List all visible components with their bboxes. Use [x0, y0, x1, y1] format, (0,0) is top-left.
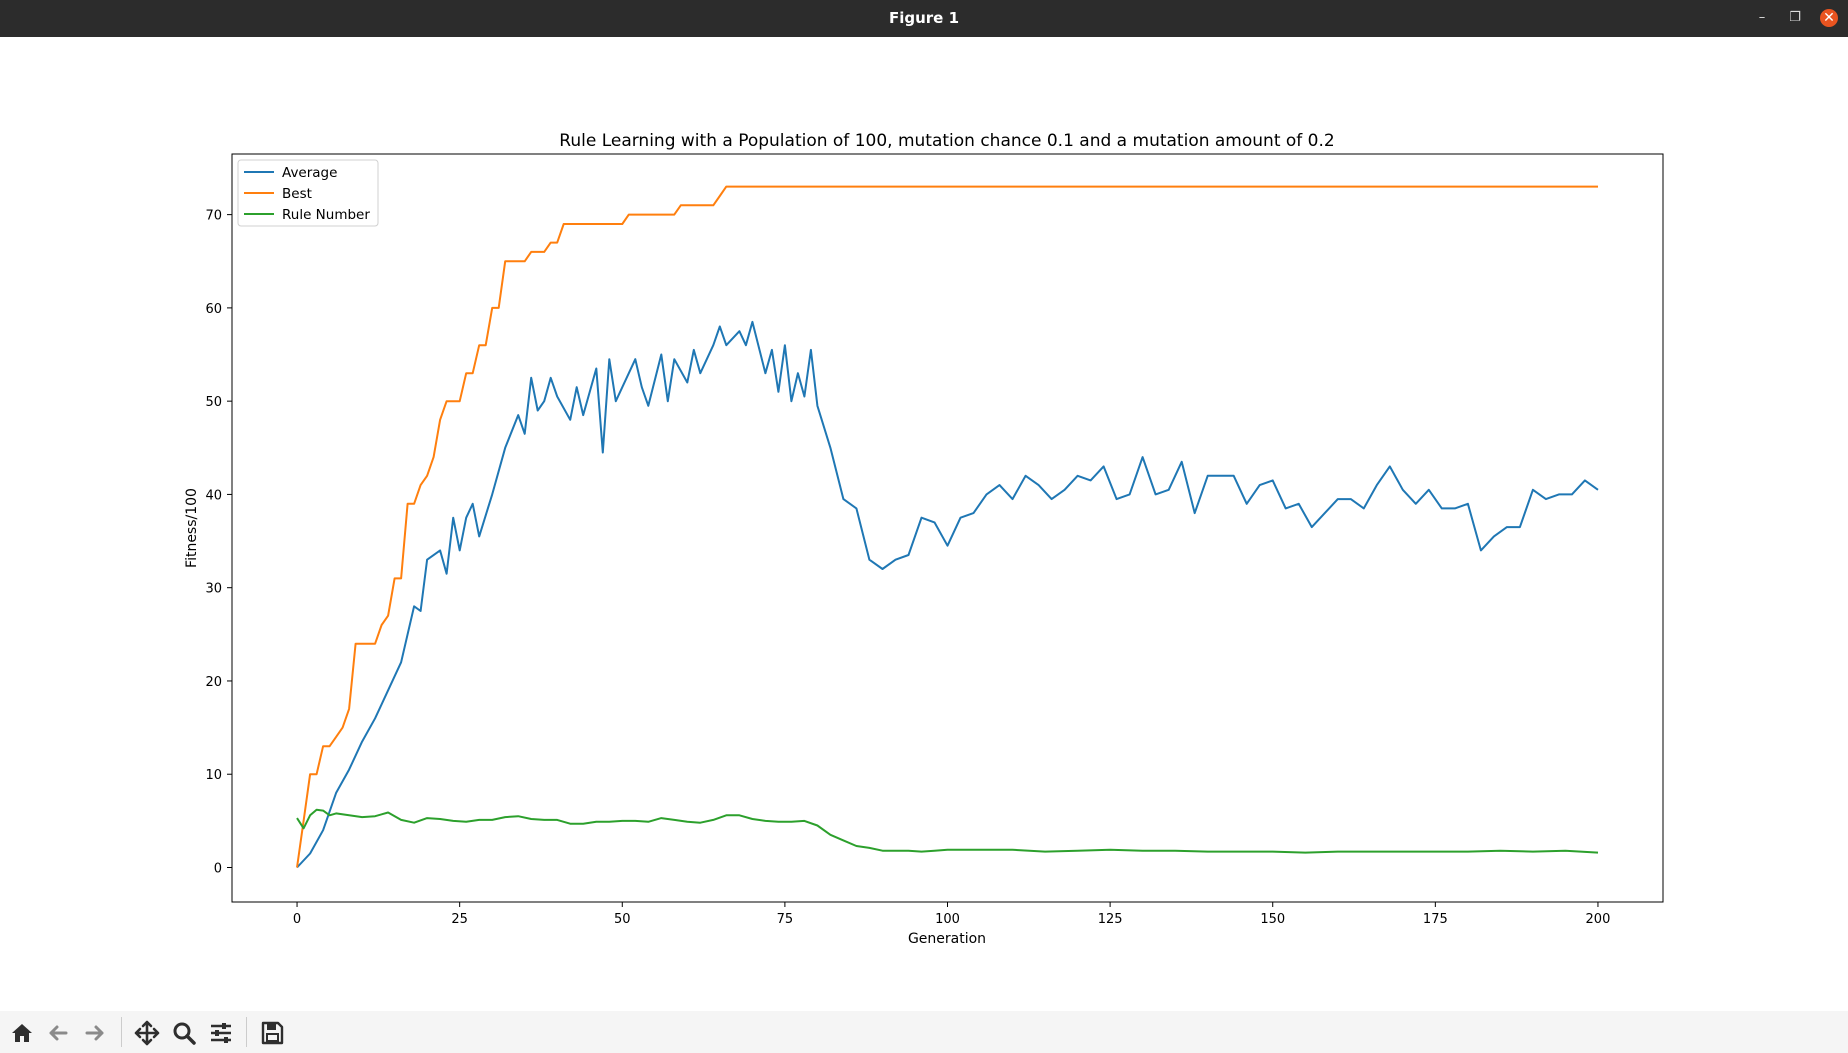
toolbar-separator	[246, 1017, 247, 1047]
window-title: Figure 1	[888, 9, 960, 27]
save-icon[interactable]	[258, 1019, 286, 1047]
x-tick-label: 200	[1586, 912, 1611, 927]
configure-subplots-icon[interactable]	[207, 1019, 235, 1047]
matplotlib-toolbar	[0, 1011, 1848, 1053]
y-tick-label: 70	[205, 209, 222, 224]
forward-arrow-icon[interactable]	[81, 1019, 109, 1047]
restore-icon[interactable]: ❐	[1789, 10, 1801, 25]
x-tick-label: 0	[293, 912, 301, 927]
toolbar-separator	[121, 1017, 122, 1047]
window-titlebar: Figure 1 – ❐ ✕	[0, 0, 1848, 37]
figure-canvas: Rule Learning with a Population of 100, …	[0, 37, 1848, 1011]
zoom-icon[interactable]	[170, 1019, 198, 1047]
y-axis-label: Fitness/100	[184, 488, 200, 568]
x-axis-label: Generation	[908, 931, 986, 947]
y-tick-label: 40	[205, 488, 222, 503]
y-tick-label: 10	[205, 768, 222, 783]
legend-box	[237, 159, 379, 227]
chart-title: Rule Learning with a Population of 100, …	[559, 131, 1334, 151]
legend-label: Best	[282, 186, 312, 202]
back-arrow-icon[interactable]	[44, 1019, 72, 1047]
x-tick-label: 100	[935, 912, 960, 927]
x-axis-ticks: 0 25 50 75 100 125 150 175 200	[293, 902, 1610, 927]
x-tick-label: 50	[614, 912, 631, 927]
x-tick-label: 75	[777, 912, 794, 927]
y-axis-ticks: 0 10 20 30 40 50 60 70	[205, 209, 232, 876]
series-line-average	[296, 320, 1599, 869]
home-icon[interactable]	[8, 1019, 36, 1047]
axes-frame	[231, 153, 1664, 903]
y-tick-label: 30	[205, 582, 222, 597]
close-icon[interactable]: ✕	[1820, 9, 1838, 27]
y-tick-label: 0	[214, 861, 222, 876]
series-layer	[296, 185, 1599, 869]
series-line-best	[296, 185, 1598, 868]
y-tick-label: 20	[205, 675, 222, 690]
legend-label: Rule Number	[282, 207, 370, 223]
series-line-rule-number	[296, 808, 1599, 854]
x-tick-label: 125	[1098, 912, 1123, 927]
y-tick-label: 60	[205, 302, 222, 317]
x-tick-label: 25	[451, 912, 468, 927]
minimize-icon[interactable]: –	[1758, 10, 1766, 25]
chart: Rule Learning with a Population of 100, …	[184, 131, 1664, 947]
pan-icon[interactable]	[133, 1019, 161, 1047]
legend-items: Average Best Rule Number	[244, 165, 370, 223]
legend: Average Best Rule Number	[237, 159, 379, 227]
y-tick-label: 50	[205, 395, 222, 410]
x-tick-label: 175	[1423, 912, 1448, 927]
x-tick-label: 150	[1260, 912, 1285, 927]
legend-label: Average	[282, 165, 337, 181]
